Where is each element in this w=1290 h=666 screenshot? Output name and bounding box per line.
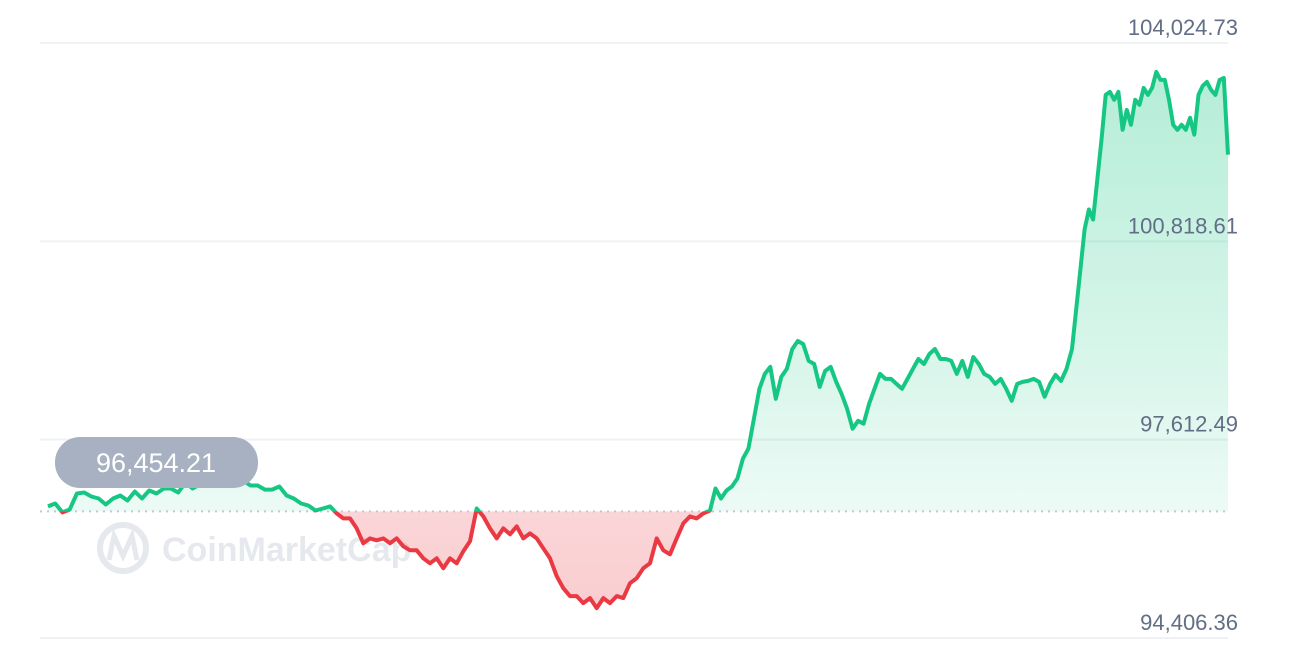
- coinmarketcap-logo-icon: [97, 522, 149, 574]
- price-line-up: [47, 69, 1230, 512]
- y-tick-label: 97,612.49: [1140, 412, 1238, 437]
- open-price-badge: 96,454.21: [55, 437, 258, 488]
- coinmarketcap-logo-mark: [106, 527, 140, 563]
- y-tick-label: 104,024.73: [1128, 15, 1238, 40]
- area-fill-up: [48, 71, 1228, 512]
- y-tick-label: 94,406.36: [1140, 610, 1238, 635]
- y-tick-label: 100,818.61: [1128, 213, 1238, 238]
- area-fill-down: [61, 511, 709, 609]
- open-price-label: 96,454.21: [96, 448, 216, 478]
- y-axis-labels: 104,024.73 100,818.61 97,612.49 94,406.36: [1128, 15, 1238, 635]
